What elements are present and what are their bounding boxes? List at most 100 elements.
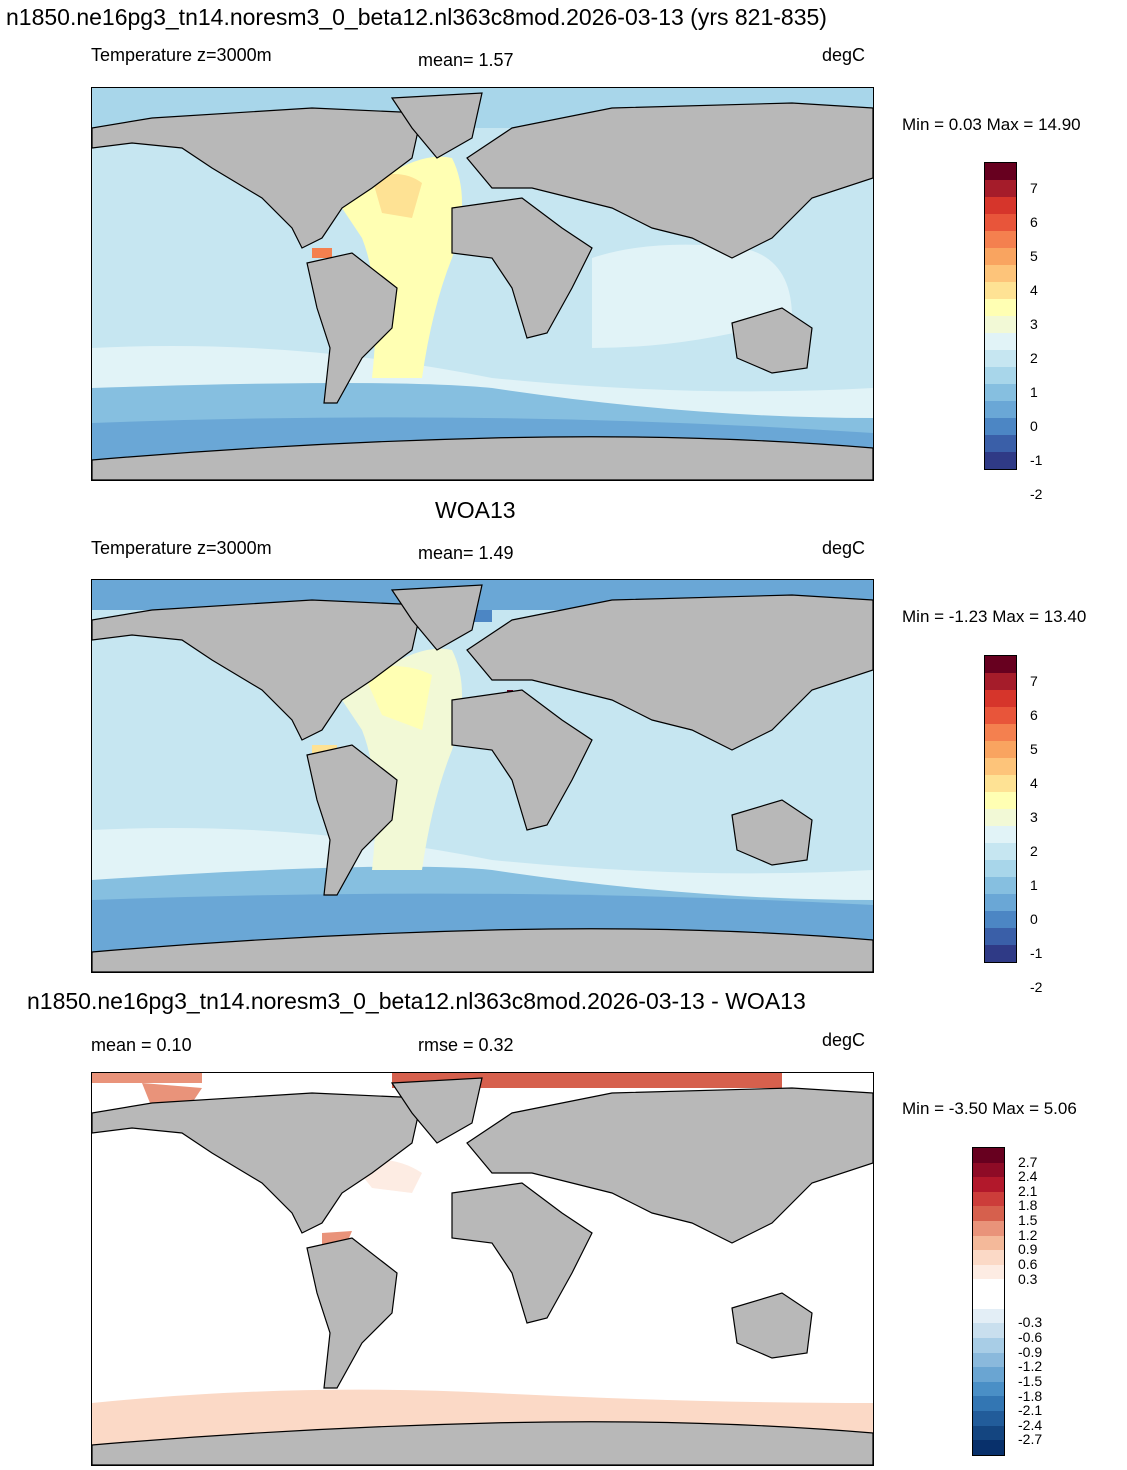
colorbar-swatch: [985, 758, 1016, 775]
colorbar-swatch: [985, 775, 1016, 792]
panel2-variable-label: Temperature z=3000m: [91, 538, 272, 558]
colorbar-swatch: [985, 911, 1016, 928]
colorbar-swatch: [985, 673, 1016, 690]
colorbar-tick-label: 0.6: [1018, 1255, 1038, 1272]
panel1-title: n1850.ne16pg3_tn14.noresm3_0_beta12.nl36…: [6, 4, 827, 30]
colorbar-tick-label: 1.5: [1018, 1212, 1038, 1229]
colorbar-tick-label: 4: [1030, 281, 1038, 298]
colorbar-tick-label: 4: [1030, 774, 1038, 791]
colorbar-swatch: [973, 1410, 1004, 1426]
colorbar-tick-label: 2.4: [1018, 1168, 1038, 1185]
colorbar-swatch: [985, 180, 1016, 197]
colorbar-swatch: [985, 367, 1016, 384]
colorbar-swatch: [973, 1308, 1004, 1324]
colorbar-tick-label: -1: [1030, 944, 1043, 961]
colorbar-swatch: [985, 894, 1016, 911]
colorbar-swatch: [985, 231, 1016, 248]
colorbar-swatch: [985, 826, 1016, 843]
colorbar-swatch: [973, 1294, 1004, 1309]
colorbar-swatch: [973, 1162, 1004, 1178]
panel3-colorbar: [972, 1147, 1005, 1456]
colorbar-tick-label: 6: [1030, 213, 1038, 230]
colorbar-tick-label: 1: [1030, 383, 1038, 400]
panel2-minmax: Min = -1.23 Max = 13.40: [902, 607, 1087, 626]
colorbar-tick-label: 3: [1030, 808, 1038, 825]
colorbar-tick-label: 3: [1030, 315, 1038, 332]
colorbar-swatch: [985, 741, 1016, 758]
panel2-colorbar: [984, 655, 1017, 963]
colorbar-swatch: [973, 1235, 1004, 1251]
colorbar-swatch: [973, 1425, 1004, 1441]
colorbar-swatch: [985, 877, 1016, 894]
colorbar-swatch: [973, 1191, 1004, 1207]
colorbar-tick-label: 0.3: [1018, 1270, 1038, 1287]
colorbar-tick-label: 6: [1030, 706, 1038, 723]
panel2-map: [91, 579, 874, 973]
colorbar-tick-label: 2: [1030, 349, 1038, 366]
panel3-map: [91, 1072, 874, 1466]
panel1-minmax: Min = 0.03 Max = 14.90: [902, 115, 1081, 134]
panel3-mean: mean = 0.10: [91, 1035, 192, 1055]
colorbar-tick-label: -1.8: [1018, 1387, 1043, 1404]
panel2-colorbar-segments: [985, 656, 1016, 962]
colorbar-swatch: [973, 1381, 1004, 1397]
colorbar-swatch: [985, 724, 1016, 741]
colorbar-tick-label: -1.2: [1018, 1358, 1043, 1375]
colorbar-tick-label: -0.6: [1018, 1329, 1043, 1346]
colorbar-swatch: [985, 401, 1016, 418]
colorbar-tick-label: -2.1: [1018, 1402, 1043, 1419]
panel1-colorbar: [984, 162, 1017, 470]
colorbar-swatch: [973, 1264, 1004, 1280]
panel2-title: WOA13: [435, 497, 516, 523]
colorbar-tick-label: -2: [1030, 485, 1043, 502]
colorbar-swatch: [985, 690, 1016, 707]
panel3-title: n1850.ne16pg3_tn14.noresm3_0_beta12.nl36…: [27, 988, 806, 1014]
colorbar-tick-label: 5: [1030, 740, 1038, 757]
colorbar-swatch: [973, 1250, 1004, 1265]
colorbar-swatch: [973, 1337, 1004, 1353]
colorbar-swatch: [973, 1440, 1004, 1455]
colorbar-tick-label: -1.5: [1018, 1372, 1043, 1389]
panel1-colorbar-segments: [985, 163, 1016, 469]
colorbar-swatch: [973, 1352, 1004, 1368]
panel1-mean: mean= 1.57: [418, 50, 514, 70]
colorbar-swatch: [985, 333, 1016, 350]
colorbar-tick-label: 7: [1030, 672, 1038, 689]
colorbar-swatch: [985, 809, 1016, 826]
colorbar-swatch: [985, 843, 1016, 860]
colorbar-tick-label: 2.1: [1018, 1182, 1038, 1199]
panel3-units: degC: [822, 1030, 866, 1050]
colorbar-swatch: [985, 282, 1016, 299]
colorbar-swatch: [985, 197, 1016, 214]
colorbar-swatch: [985, 418, 1016, 435]
colorbar-swatch: [985, 656, 1016, 673]
colorbar-tick-label: 1.8: [1018, 1197, 1038, 1214]
colorbar-swatch: [985, 707, 1016, 724]
colorbar-tick-label: 7: [1030, 179, 1038, 196]
colorbar-swatch: [985, 928, 1016, 945]
colorbar-swatch: [985, 316, 1016, 333]
panel1-variable-label: Temperature z=3000m: [91, 45, 272, 65]
panel3-minmax: Min = -3.50 Max = 5.06: [902, 1099, 1077, 1118]
colorbar-swatch: [985, 860, 1016, 877]
colorbar-swatch: [985, 299, 1016, 316]
colorbar-tick-label: -0.3: [1018, 1314, 1043, 1331]
panel2-mean: mean= 1.49: [418, 543, 514, 563]
colorbar-swatch: [973, 1323, 1004, 1338]
colorbar-swatch: [973, 1148, 1004, 1163]
panel1-map: [91, 87, 874, 481]
colorbar-swatch: [973, 1206, 1004, 1222]
colorbar-tick-label: 0: [1030, 417, 1038, 434]
colorbar-swatch: [985, 435, 1016, 452]
colorbar-swatch: [973, 1367, 1004, 1382]
colorbar-tick-label: 0.9: [1018, 1241, 1038, 1258]
panel1-units: degC: [822, 45, 866, 65]
colorbar-swatch: [985, 792, 1016, 809]
colorbar-tick-label: -2: [1030, 978, 1043, 995]
colorbar-swatch: [973, 1177, 1004, 1192]
colorbar-tick-label: -1: [1030, 451, 1043, 468]
colorbar-swatch: [973, 1279, 1004, 1295]
panel3-rmse: rmse = 0.32: [418, 1035, 514, 1055]
colorbar-tick-label: -2.7: [1018, 1431, 1043, 1448]
colorbar-tick-label: -2.4: [1018, 1416, 1043, 1433]
